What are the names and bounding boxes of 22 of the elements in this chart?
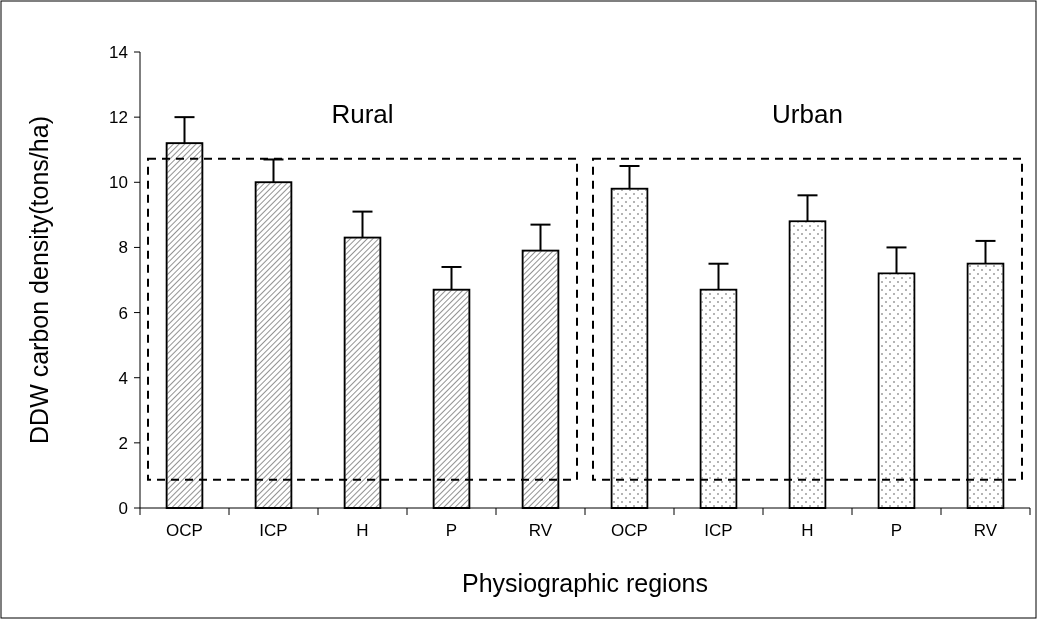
- x-axis-title: Physiographic regions: [462, 569, 708, 597]
- annotation: Urban: [772, 98, 843, 129]
- x-tick-label: RV: [973, 521, 998, 540]
- x-tick-label: OCP: [611, 521, 648, 540]
- x-tick-label: H: [801, 521, 814, 540]
- y-tick-label: 4: [118, 368, 128, 388]
- y-tick-label: 2: [118, 433, 128, 453]
- x-tick-label: P: [890, 521, 903, 540]
- y-tick-label: 12: [109, 108, 128, 128]
- y-tick-label: 14: [109, 42, 128, 62]
- x-tick-label: ICP: [704, 521, 733, 540]
- annotation: Rural: [331, 98, 394, 129]
- y-tick-label: 10: [109, 173, 128, 193]
- x-tick-label: OCP: [166, 521, 203, 540]
- x-tick-label: H: [356, 521, 369, 540]
- x-tick-label: ICP: [259, 521, 288, 540]
- y-axis-title: DDW carbon density(tons/ha): [25, 116, 53, 444]
- x-tick-label: RV: [528, 521, 553, 540]
- y-tick-label: 8: [118, 238, 128, 258]
- y-tick-label: 6: [118, 303, 128, 323]
- x-tick-label: P: [445, 521, 458, 540]
- y-tick-label: 0: [118, 498, 128, 518]
